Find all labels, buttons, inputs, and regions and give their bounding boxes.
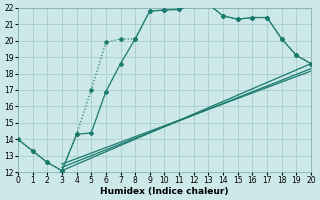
- X-axis label: Humidex (Indice chaleur): Humidex (Indice chaleur): [100, 187, 229, 196]
